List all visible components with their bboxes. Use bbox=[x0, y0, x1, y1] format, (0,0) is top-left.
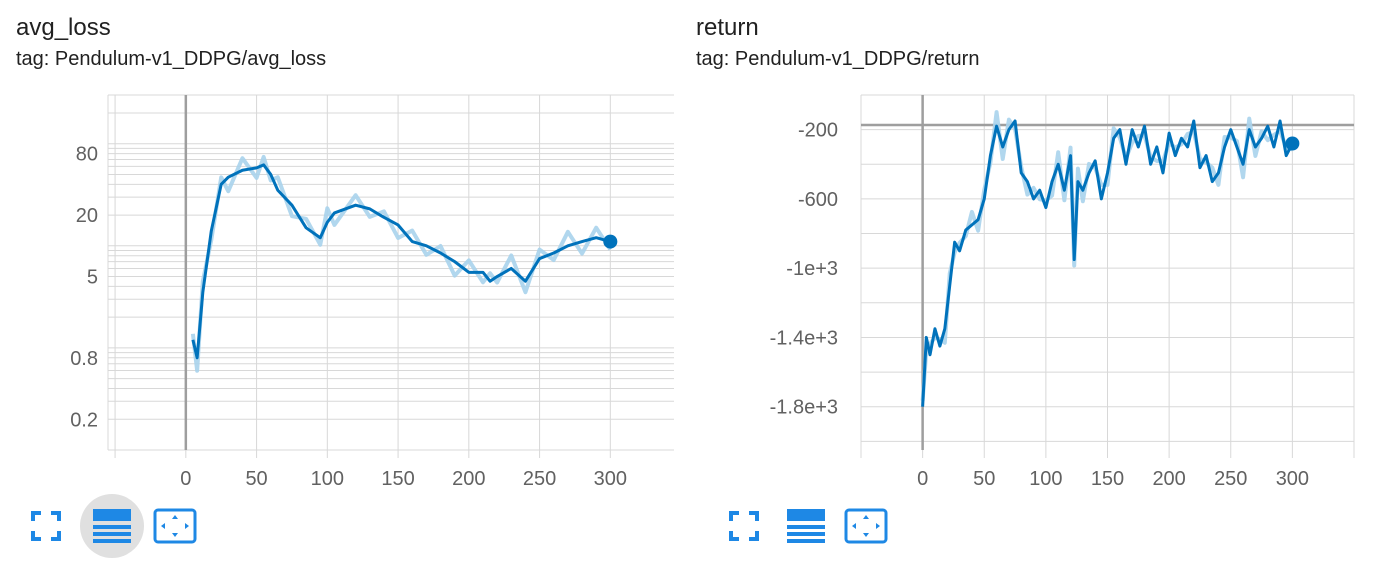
fit-domain-icon bbox=[153, 508, 197, 544]
fullscreen-icon bbox=[31, 511, 61, 541]
data-table-icon bbox=[93, 509, 131, 543]
x-tick-label: 0 bbox=[917, 468, 928, 490]
x-tick-label: 50 bbox=[245, 468, 267, 490]
avg-loss-chart[interactable]: 0 50 100 150 200 250 300 0.2 0.8 5 20 80 bbox=[0, 0, 680, 574]
x-tick-label: 100 bbox=[1029, 468, 1062, 490]
data-table-icon bbox=[787, 509, 825, 543]
x-tick-label: 100 bbox=[311, 468, 344, 490]
data-table-button[interactable] bbox=[80, 494, 144, 558]
fullscreen-icon bbox=[729, 511, 759, 541]
series-line bbox=[921, 119, 1294, 407]
series-last-point bbox=[603, 234, 618, 249]
fit-domain-button[interactable] bbox=[143, 494, 207, 558]
series-last-point bbox=[1285, 136, 1300, 151]
raw-series-line bbox=[190, 154, 613, 373]
x-tick-label: 200 bbox=[1152, 468, 1185, 490]
x-tick-label: 50 bbox=[973, 468, 995, 490]
y-tick-label: 0.2 bbox=[70, 409, 98, 431]
y-tick-label: -1.4e+3 bbox=[770, 327, 838, 349]
x-tick-label: 200 bbox=[452, 468, 485, 490]
y-tick-label: -200 bbox=[798, 120, 838, 142]
avg-loss-card: avg_loss tag: Pendulum-v1_DDPG/avg_loss … bbox=[0, 0, 680, 574]
x-tick-label: 250 bbox=[1214, 468, 1247, 490]
data-table-button[interactable] bbox=[774, 494, 838, 558]
fullscreen-button[interactable] bbox=[712, 494, 776, 558]
series-line bbox=[191, 163, 611, 360]
y-tick-label: 80 bbox=[76, 144, 98, 166]
fit-domain-button[interactable] bbox=[834, 494, 898, 558]
chart-title: return bbox=[696, 14, 759, 41]
x-tick-label: 0 bbox=[180, 468, 191, 490]
y-tick-label: -1e+3 bbox=[786, 258, 838, 280]
plot-area: 0 50 100 150 200 250 300 -200 -600 -1e+3 -1.4e+3 -1… bbox=[770, 94, 1355, 490]
x-tick-label: 300 bbox=[594, 468, 627, 490]
fit-domain-icon bbox=[844, 508, 888, 544]
chart-tag: tag: Pendulum-v1_DDPG/avg_loss bbox=[16, 48, 327, 70]
return-card: return tag: Pendulum-v1_DDPG/return 0 50 1… bbox=[680, 0, 1360, 574]
plot-area: 0 50 100 150 200 250 300 0.2 0.8 5 20 80 bbox=[70, 94, 674, 490]
x-tick-label: 150 bbox=[1091, 468, 1124, 490]
x-tick-label: 250 bbox=[523, 468, 556, 490]
y-tick-label: 20 bbox=[76, 205, 98, 227]
return-chart[interactable]: 0 50 100 150 200 250 300 -200 -600 -1e+3 -1.4e+3 -1… bbox=[680, 0, 1360, 574]
y-tick-label: -1.8e+3 bbox=[770, 397, 838, 419]
y-tick-label: 0.8 bbox=[70, 348, 98, 370]
chart-title: avg_loss bbox=[16, 14, 111, 41]
chart-tag: tag: Pendulum-v1_DDPG/return bbox=[696, 48, 980, 70]
x-tick-label: 150 bbox=[381, 468, 414, 490]
y-tick-label: 5 bbox=[87, 267, 98, 289]
fullscreen-button[interactable] bbox=[14, 494, 78, 558]
y-tick-label: -600 bbox=[798, 189, 838, 211]
x-tick-label: 300 bbox=[1276, 468, 1309, 490]
